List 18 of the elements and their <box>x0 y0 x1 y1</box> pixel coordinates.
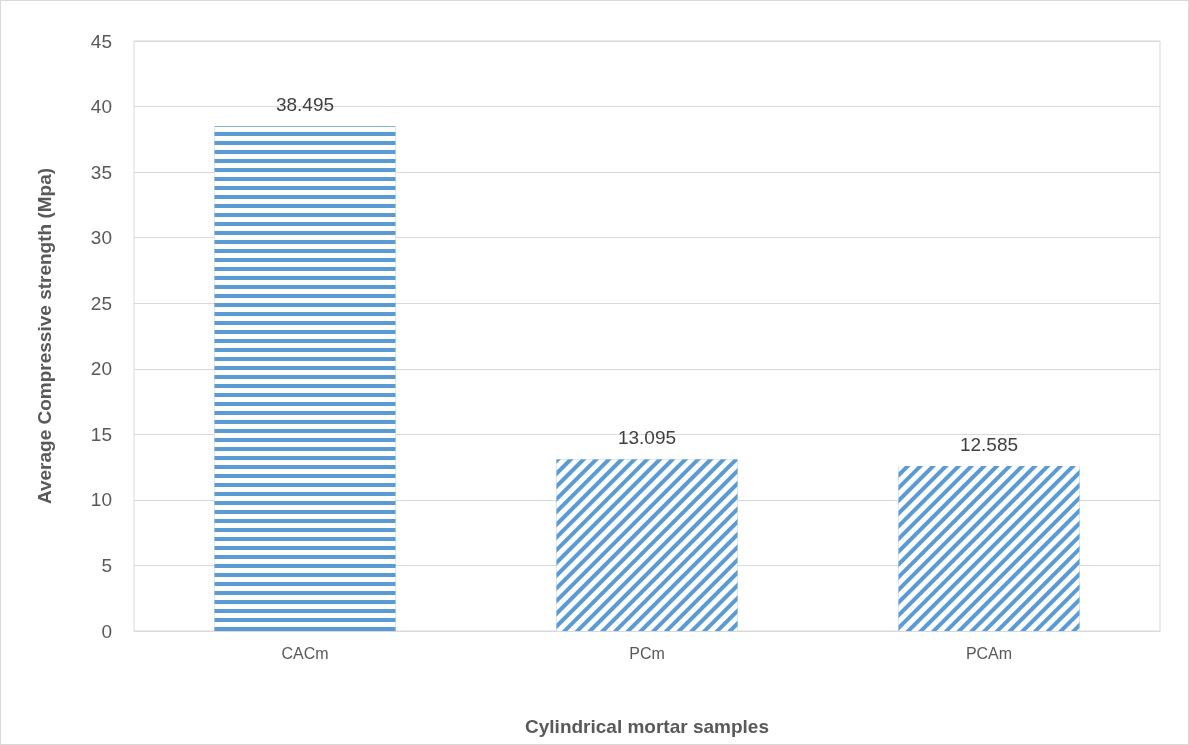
x-tick-label: CACm <box>281 644 329 662</box>
x-tick-label: PCm <box>629 644 665 662</box>
y-tick-label: 15 <box>90 423 112 445</box>
y-tick-label: 0 <box>101 620 112 642</box>
y-axis-title: Average Compressive strength (Mpa) <box>34 167 55 505</box>
y-tick-label: 30 <box>90 227 112 249</box>
y-tick-label: 35 <box>90 161 112 183</box>
x-axis-title: Cylindrical mortar samples <box>525 716 769 737</box>
y-tick-label: 10 <box>90 489 112 511</box>
data-label: 38.495 <box>275 94 335 116</box>
y-tick-label: 5 <box>101 554 112 576</box>
data-label: 12.585 <box>959 434 1019 455</box>
x-tick-label: PCAm <box>965 644 1013 662</box>
y-tick-label: 20 <box>90 358 112 380</box>
data-label: 13.095 <box>617 427 677 449</box>
y-tick-label: 40 <box>90 96 112 118</box>
y-tick-label: 45 <box>90 30 112 52</box>
y-tick-label: 25 <box>90 292 112 314</box>
